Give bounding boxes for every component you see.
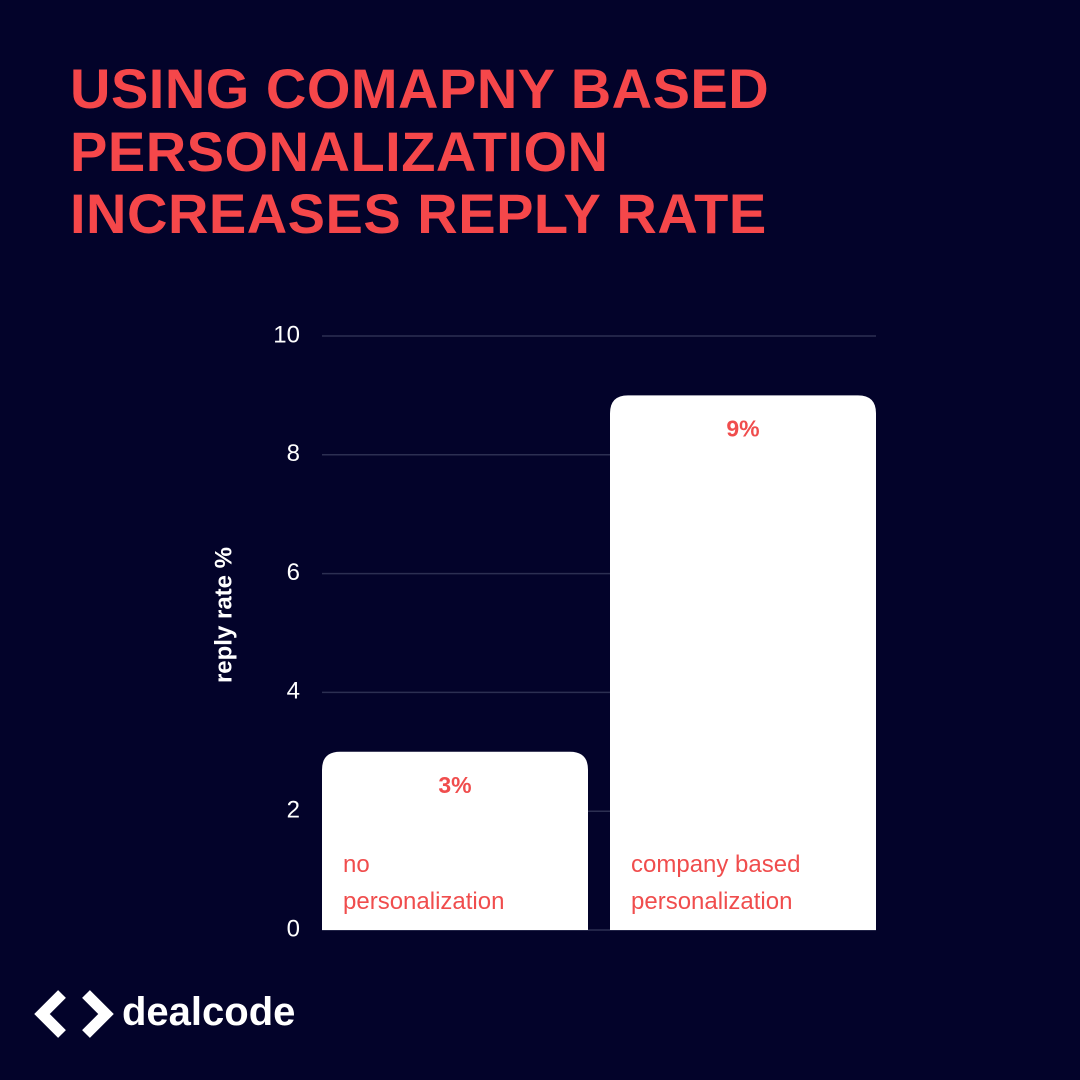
chart-title: USING COMAPNY BASED PERSONALIZATION INCR… (70, 57, 770, 246)
logo-icon (34, 990, 114, 1038)
y-tick-label: 2 (287, 797, 300, 824)
y-tick-label: 10 (273, 321, 300, 348)
y-tick-label: 6 (287, 559, 300, 586)
category-label: company based personalization (631, 851, 801, 915)
value-label: 3% (438, 772, 471, 798)
y-tick-label: 8 (287, 440, 300, 467)
bar (610, 395, 876, 930)
y-tick-label: 0 (287, 915, 300, 942)
category-label: no personalization (343, 851, 505, 915)
bar (322, 751, 588, 930)
y-axis-label: reply rate % (210, 547, 237, 683)
value-label: 9% (726, 415, 759, 441)
y-tick-label: 4 (287, 678, 300, 705)
logo-text: dealcode (122, 990, 296, 1034)
